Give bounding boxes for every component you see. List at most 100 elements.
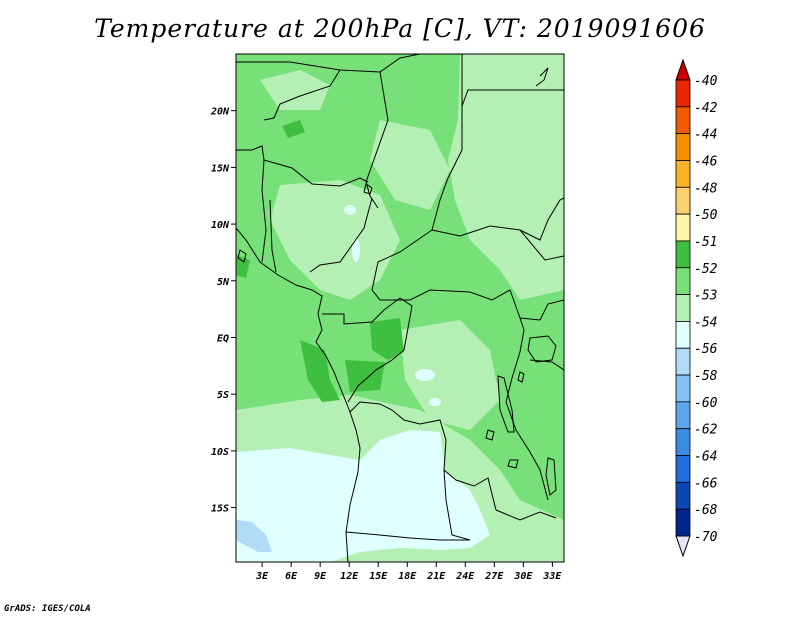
colorbar-label: -62 — [694, 423, 718, 438]
field-light-region-center — [270, 180, 400, 300]
colorbar-cell — [675, 294, 691, 322]
colorbar-label: -46 — [694, 154, 718, 169]
chart-title: Temperature at 200hPa [C], VT: 201909160… — [94, 14, 706, 43]
colorbar-cell — [675, 267, 691, 295]
colorbar-cell — [675, 321, 691, 349]
border-car — [371, 261, 511, 301]
border-benin-togo — [269, 199, 277, 273]
colorbar: -40 -42 -44 -46 -48 -50 -51 -52 -53 -54 -56 -58 -60 -… — [675, 58, 718, 558]
colorbar-label: -68 — [694, 503, 718, 518]
field-blue-patch — [236, 520, 272, 552]
colorbar-label: -52 — [694, 262, 718, 277]
colorbar-arrow-top — [675, 58, 691, 81]
x-tick-label: 27E — [484, 571, 504, 582]
colorbar-cell — [675, 133, 691, 161]
footer-credit: GrADS: IGES/COLA — [4, 604, 91, 614]
lake-mweru — [485, 429, 495, 441]
border-sudan-ssudan — [431, 225, 564, 261]
border-niger-nigeria — [263, 159, 369, 187]
x-tick-label: 9E — [314, 571, 327, 582]
field-cyan-speck-2 — [429, 398, 441, 406]
colorbar-cell — [675, 401, 691, 430]
colorbar-label: -50 — [694, 208, 718, 223]
x-tick-label: 33E — [542, 571, 562, 582]
map-borders — [236, 54, 564, 562]
border-congo-drc — [347, 297, 413, 403]
field-dark-patch-3 — [345, 360, 385, 392]
colorbar-label: -54 — [694, 315, 717, 330]
y-tick-label: 10N — [211, 220, 230, 231]
y-tick-label: 10S — [211, 447, 229, 458]
axes-layer: 3E 6E 9E 12E 15E 18E 21E 24E 27E 30E 33E 20N 15N 10N 5… — [210, 107, 562, 582]
field-light-region-sahara — [260, 70, 330, 110]
lake-volta — [237, 249, 247, 263]
colorbar-label: -53 — [694, 289, 717, 304]
y-tick-label: EQ — [217, 333, 229, 344]
border-algeria-niger — [236, 54, 421, 73]
x-tick-label: 21E — [426, 571, 446, 582]
lake-victoria — [527, 335, 557, 363]
colorbar-label: -48 — [694, 181, 718, 196]
lake-kivu — [517, 371, 525, 383]
x-tick-label: 3E — [255, 571, 269, 582]
map-lakes — [237, 183, 557, 496]
y-tick-label: 15N — [211, 163, 230, 174]
x-tick-label: 6E — [285, 571, 298, 582]
border-angola-namibia — [345, 531, 470, 541]
colorbar-cell — [675, 160, 691, 188]
colorbar-label: -58 — [694, 369, 718, 384]
colorbar-cell — [675, 508, 691, 537]
x-tick-label: 24E — [455, 571, 475, 582]
field-dark-patch-4 — [282, 120, 305, 138]
y-tick-label: 5S — [217, 390, 229, 401]
border-uganda-kenya — [519, 299, 564, 321]
field-dark-patch-5 — [236, 255, 250, 278]
border-red-sea — [535, 67, 549, 87]
colorbar-label: -42 — [694, 101, 718, 116]
colorbar-label: -40 — [694, 74, 718, 89]
colorbar-label: -51 — [694, 235, 717, 250]
border-zambia-mozambique — [495, 509, 557, 521]
x-tick-label: 30E — [513, 571, 533, 582]
colorbar-cell — [675, 213, 691, 242]
border-tanzania — [529, 359, 564, 371]
colorbar-cell — [675, 347, 691, 376]
colorbar-cell — [675, 481, 691, 510]
field-light-region-congo — [400, 320, 500, 430]
colorbar-label: -56 — [694, 342, 718, 357]
field-cyan-speck-3 — [344, 205, 356, 215]
border-drc-east — [505, 289, 549, 501]
border-chad-sudan — [377, 106, 463, 263]
border-niger-chad — [365, 71, 389, 209]
border-angola-zambia — [443, 469, 471, 541]
y-tick-label: 5N — [217, 277, 230, 288]
colorbar-label: -60 — [694, 396, 718, 411]
border-ethiopia — [519, 197, 564, 241]
colorbar-label: -70 — [694, 530, 718, 545]
field-light-region-east — [448, 54, 564, 300]
y-tick-label: 15S — [211, 504, 229, 515]
lake-malawi — [545, 457, 557, 496]
lake-chad — [363, 183, 373, 195]
lake-bangweulu — [507, 459, 519, 469]
border-west-africa — [236, 145, 267, 263]
colorbar-arrow-bottom — [675, 535, 691, 558]
border-libya-sudan — [461, 54, 564, 107]
x-tick-label: 18E — [398, 571, 417, 582]
border-cameroon-gabon-congo — [322, 297, 401, 325]
field-cyan-speck-4 — [352, 238, 360, 262]
colorbar-label: -66 — [694, 476, 718, 491]
field-light-region-chad — [370, 120, 450, 210]
y-tick-label: 20N — [210, 107, 230, 118]
colorbar-cell — [675, 428, 691, 456]
colorbar-cell — [675, 240, 691, 269]
colorbar-cell — [675, 455, 691, 483]
field-cyan-speck-1 — [415, 369, 435, 381]
field-dark-patch-1 — [300, 340, 340, 402]
colorbar-cell — [675, 186, 691, 215]
border-mali-niger — [263, 69, 341, 121]
lake-tanganyika — [497, 375, 515, 433]
border-nigeria-cameroon — [309, 197, 373, 273]
x-tick-label: 12E — [340, 571, 359, 582]
